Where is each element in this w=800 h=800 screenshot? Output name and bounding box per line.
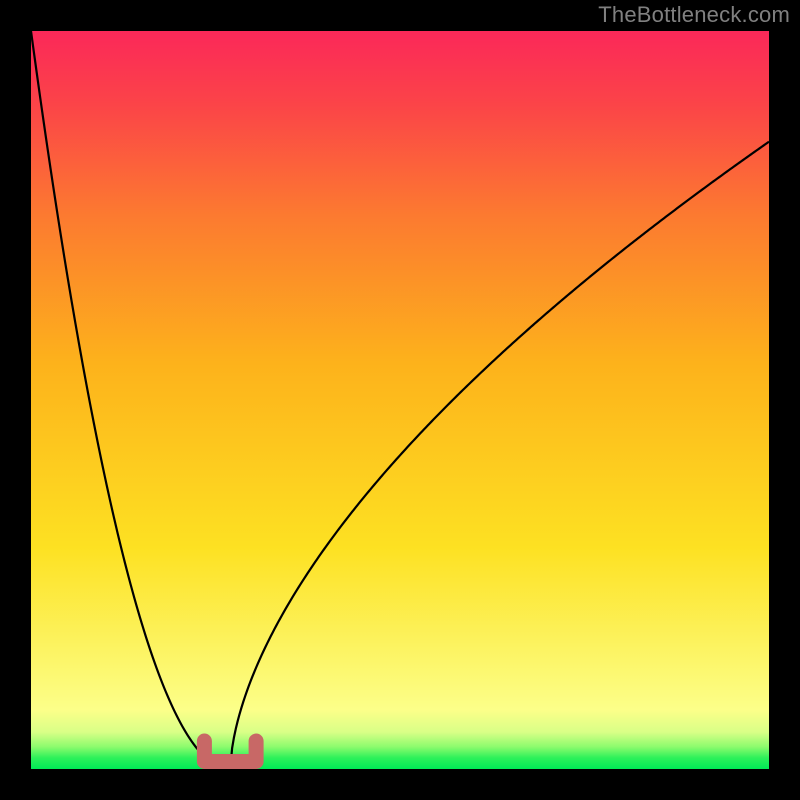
chart-background — [31, 31, 769, 769]
bottleneck-chart-svg — [31, 31, 769, 769]
watermark-text: TheBottleneck.com — [598, 2, 790, 28]
chart-frame: TheBottleneck.com — [0, 0, 800, 800]
plot-area — [31, 31, 769, 769]
